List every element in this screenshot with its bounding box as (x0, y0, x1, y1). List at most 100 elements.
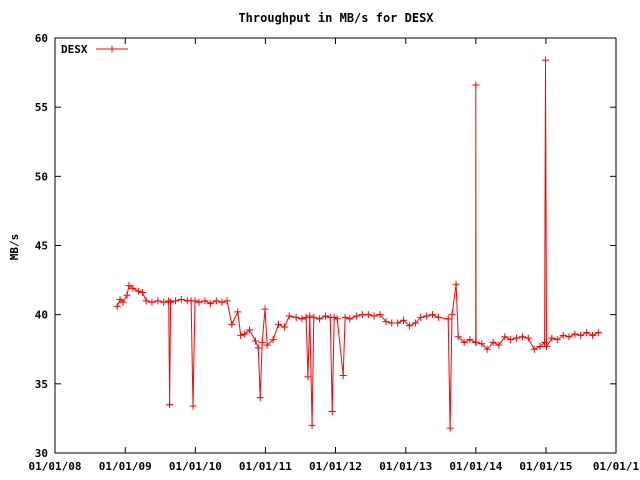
data-point (399, 316, 407, 324)
data-point (119, 298, 127, 306)
data-point (353, 312, 361, 320)
data-point (177, 295, 185, 303)
data-point (285, 312, 293, 320)
data-point (452, 280, 460, 288)
data-point (251, 337, 259, 345)
data-point (237, 331, 245, 339)
y-axis-label: MB/s (8, 234, 21, 261)
data-point (280, 323, 288, 331)
data-point (167, 298, 175, 306)
data-point (454, 333, 462, 341)
x-tick-label: 01/01/10 (169, 460, 222, 473)
data-point (304, 373, 312, 381)
data-point (218, 298, 226, 306)
data-point (444, 315, 452, 323)
data-point (223, 297, 231, 305)
data-point (388, 319, 396, 327)
data-point (364, 311, 372, 319)
data-point (191, 297, 199, 305)
data-point (134, 287, 142, 295)
legend: DESX (61, 43, 128, 56)
data-point (341, 313, 349, 321)
data-point (434, 313, 442, 321)
data-point (472, 81, 480, 89)
x-tick-label: 01/01/08 (29, 460, 82, 473)
data-point (594, 329, 602, 337)
data-point (536, 342, 544, 350)
data-point (160, 298, 168, 306)
y-tick-label: 35 (35, 378, 48, 391)
data-point (524, 334, 532, 342)
data-point (263, 341, 271, 349)
data-point (256, 394, 264, 402)
data-point (513, 334, 521, 342)
series-layer (113, 56, 602, 432)
data-point (322, 312, 330, 320)
y-tick-label: 60 (35, 32, 48, 45)
data-point (559, 331, 567, 339)
data-point (139, 289, 147, 297)
data-point (125, 282, 133, 290)
data-point (495, 341, 503, 349)
data-point (571, 330, 579, 338)
data-point (123, 291, 131, 299)
series-line-desx (116, 60, 599, 429)
data-point (358, 311, 366, 319)
y-tick-label: 50 (35, 170, 48, 183)
data-point (382, 318, 390, 326)
data-point (542, 56, 550, 64)
data-point (333, 315, 341, 323)
data-point (258, 338, 266, 346)
data-point (308, 421, 316, 429)
data-point (165, 297, 173, 305)
data-point (553, 336, 561, 344)
y-tick-label: 30 (35, 447, 48, 460)
data-point (201, 297, 209, 305)
y-tick-label: 45 (35, 240, 48, 253)
data-point (446, 424, 454, 432)
data-point (148, 298, 156, 306)
data-point (245, 326, 253, 334)
x-tick-label: 01/01/11 (239, 460, 292, 473)
data-point (370, 312, 378, 320)
data-point (376, 311, 384, 319)
data-point (269, 336, 277, 344)
data-point (489, 338, 497, 346)
x-tick-label: 01/01/1 (593, 460, 640, 473)
data-point (501, 333, 509, 341)
data-point (411, 319, 419, 327)
data-point (254, 344, 262, 352)
data-point (466, 336, 474, 344)
data-point (234, 308, 242, 316)
data-point (346, 315, 354, 323)
x-tick-label: 01/01/12 (309, 460, 362, 473)
data-point (417, 313, 425, 321)
x-tick-label: 01/01/09 (99, 460, 152, 473)
data-point (583, 329, 591, 337)
data-point (330, 313, 338, 321)
data-point (316, 315, 324, 323)
data-point (302, 313, 310, 321)
data-point (228, 320, 236, 328)
data-point (142, 297, 150, 305)
data-point (298, 315, 306, 323)
x-tick-label: 01/01/13 (379, 460, 432, 473)
data-point (129, 284, 137, 292)
data-point (483, 345, 491, 353)
data-point (394, 319, 402, 327)
axes: 30 35 40 45 50 55 60 01/01/08 01/01/09 01/01/10 01… (29, 32, 640, 473)
data-point (195, 298, 203, 306)
data-point (274, 320, 282, 328)
data-point (507, 336, 515, 344)
data-point (328, 408, 336, 415)
data-point (172, 297, 180, 305)
legend-marker-sample (108, 45, 116, 53)
data-point (589, 331, 597, 339)
data-point (261, 305, 269, 313)
data-point (212, 297, 220, 305)
data-point (519, 333, 526, 341)
legend-label-desx: DESX (61, 43, 88, 56)
chart-title: Throughput in MB/s for DESX (238, 11, 434, 25)
data-point (423, 312, 431, 320)
data-point (405, 322, 413, 330)
